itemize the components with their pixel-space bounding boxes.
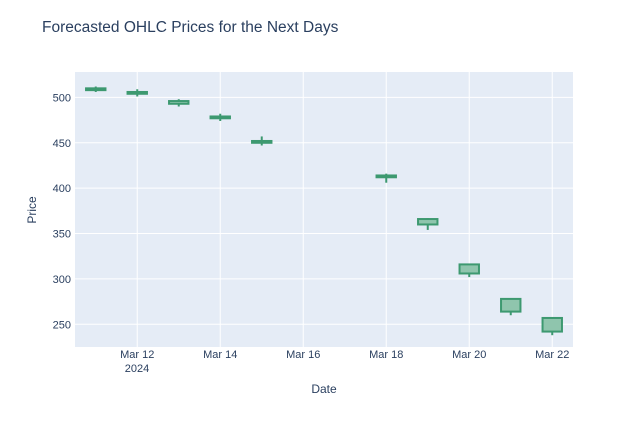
candle: [375, 173, 397, 183]
x-axis-ticks: Mar 12 Mar 14 Mar 16 Mar 18 Mar 20 Mar 22: [120, 349, 569, 361]
y-tick-label: 400: [53, 183, 71, 195]
plot-area: [75, 72, 573, 347]
candle-body: [209, 115, 231, 120]
y-tick-label: 500: [53, 92, 71, 104]
y-tick-label: 350: [53, 229, 71, 241]
x-tick-label: Mar 16: [286, 349, 320, 361]
candle: [126, 89, 148, 97]
candle-body: [500, 297, 522, 313]
y-tick-label: 300: [53, 274, 71, 286]
candle: [500, 297, 522, 316]
candle-body: [417, 218, 439, 226]
candle: [417, 218, 439, 230]
y-axis-ticks: 250 300 350 400 450 500: [53, 92, 71, 331]
x-axis-year-label: 2024: [125, 363, 149, 375]
x-tick-label: Mar 22: [535, 349, 569, 361]
candle-body: [458, 263, 480, 275]
candles: [85, 86, 563, 336]
candle: [251, 136, 273, 146]
candle-body: [126, 90, 148, 95]
candle: [168, 99, 190, 107]
candle: [209, 113, 231, 122]
x-tick-label: Mar 18: [369, 349, 403, 361]
candle-body: [541, 316, 563, 333]
x-axis-title: Date: [311, 382, 337, 396]
candle-body: [85, 87, 107, 92]
candle-body: [251, 139, 273, 144]
y-tick-label: 450: [53, 138, 71, 150]
candle-body: [375, 174, 397, 179]
x-tick-label: Mar 12: [120, 349, 154, 361]
candle: [458, 263, 480, 278]
candle: [85, 86, 107, 92]
x-tick-label: Mar 14: [203, 349, 237, 361]
x-tick-label: Mar 20: [452, 349, 486, 361]
candle: [541, 316, 563, 336]
y-axis-title: Price: [25, 196, 39, 224]
chart-title: Forecasted OHLC Prices for the Next Days: [42, 19, 339, 36]
candle-body: [168, 100, 190, 105]
y-tick-label: 250: [53, 319, 71, 331]
